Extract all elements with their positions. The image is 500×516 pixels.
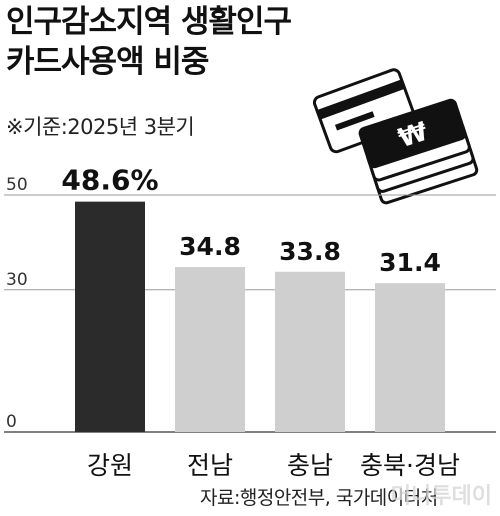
x-category-label: 강원 <box>87 451 133 480</box>
y-tick-label: 30 <box>6 270 28 290</box>
y-tick-label: 50 <box>6 175 28 195</box>
chart-title-line-2: 카드사용액 비중 <box>6 44 209 80</box>
chart-title: 인구감소지역 생활인구 카드사용액 비중 <box>6 2 292 82</box>
bar-충남 <box>275 271 345 432</box>
x-category-label: 충북·경남 <box>360 451 460 480</box>
data-label: 31.4 <box>379 248 441 277</box>
source-note: 자료:행정안전부, 국가데이터처 <box>200 487 438 509</box>
data-label: 48.6% <box>61 164 158 197</box>
chart-title-line-1: 인구감소지역 생활인구 <box>6 4 292 40</box>
x-category-label: 충남 <box>287 451 333 480</box>
x-category-label: 전남 <box>187 451 233 480</box>
chart-subtitle: ※기준:2025년 3분기 <box>6 115 195 139</box>
bar-충북·경남 <box>375 283 445 432</box>
bar-전남 <box>175 267 245 432</box>
watermark-logo: 머니투데이 <box>390 484 492 509</box>
y-tick-label: 0 <box>6 412 17 432</box>
bar-강원 <box>75 201 145 432</box>
credit-cards-and-won-coins-icon: ₩ <box>312 68 479 205</box>
data-label: 34.8 <box>179 232 241 261</box>
data-label: 33.8 <box>279 237 341 266</box>
